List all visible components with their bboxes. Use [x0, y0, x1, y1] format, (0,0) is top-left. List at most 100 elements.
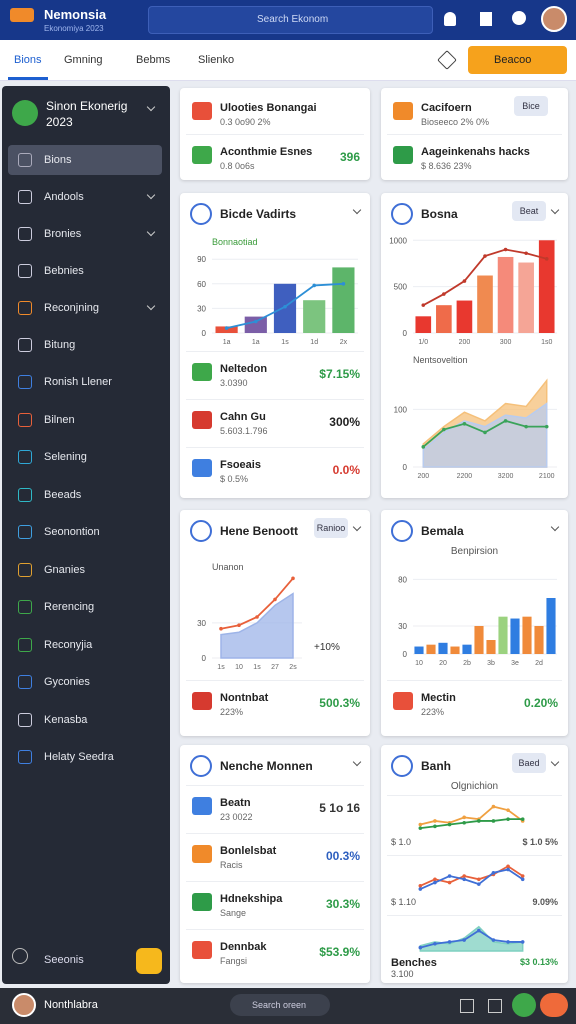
apps[interactable] — [480, 12, 492, 26]
nav-label[interactable]: Helaty Seedra — [44, 751, 114, 763]
tab[interactable]: Bebms — [136, 54, 171, 66]
point — [506, 867, 510, 872]
row-label: Aconthmie Esnes — [220, 146, 313, 158]
row-label: Dennbak — [220, 941, 267, 953]
tab[interactable]: Bions — [14, 54, 42, 66]
point — [477, 819, 481, 823]
tab[interactable]: Slienko — [198, 54, 235, 66]
icon[interactable] — [460, 999, 474, 1013]
row-value: 5 1o 16 — [319, 801, 360, 815]
y-tick-label: 30 — [197, 619, 206, 628]
y-tick-label: 80 — [398, 575, 407, 584]
y-tick-label: 1000 — [389, 236, 407, 245]
avatar[interactable] — [541, 6, 567, 32]
bar — [497, 256, 514, 333]
x-tick-label: 1s — [253, 664, 261, 671]
row-label: Mectin — [421, 692, 456, 704]
bar — [438, 642, 448, 654]
row-icon — [192, 411, 212, 429]
x-tick-label: 1/0 — [418, 339, 428, 346]
divider — [186, 399, 364, 400]
row-value: 396 — [339, 150, 360, 164]
point — [421, 303, 426, 307]
nav-label[interactable]: Rerencing — [44, 601, 95, 613]
notifications[interactable] — [512, 11, 526, 25]
nav-label[interactable]: Andools — [44, 191, 84, 203]
bar — [244, 316, 267, 333]
x-tick-label: 200 — [459, 339, 471, 346]
chevron — [146, 227, 156, 237]
nav-label[interactable]: Bitung — [44, 339, 76, 351]
chart: 0 30 80 10 20 2b 3b 3e 2d — [398, 575, 557, 667]
x-tick-label: 1a — [252, 339, 260, 346]
nav-label[interactable]: Bebnies — [44, 265, 84, 277]
point — [442, 292, 446, 296]
card: Ulooties Bonangai 0.3 0o90 2% Aconthmie Es… — [180, 88, 370, 180]
row-value: 30.3% — [325, 897, 360, 911]
row-icon — [393, 692, 413, 710]
chart: 0 500 1000 1/0 200 300 1s0 — [389, 236, 557, 346]
x-tick-label: 1d — [310, 339, 318, 346]
x-tick-label: 10 — [235, 664, 243, 671]
nav-label[interactable]: Kenasba — [44, 713, 88, 726]
nav-item — [18, 600, 32, 614]
chart — [418, 804, 525, 830]
x-tick-label: 2200 — [457, 473, 473, 480]
badge[interactable]: Baed — [512, 753, 546, 773]
area — [220, 592, 294, 659]
search[interactable]: Search Ekonom — [148, 6, 433, 34]
badge[interactable]: Beat — [512, 201, 546, 221]
point — [477, 877, 481, 882]
row-icon — [192, 692, 212, 710]
bar — [462, 644, 472, 654]
x-tick-label: 2b — [463, 660, 471, 667]
badge[interactable]: Bice — [514, 96, 548, 116]
icon[interactable] — [488, 999, 502, 1013]
x-tick-label: 1a — [223, 339, 231, 346]
row-icon — [192, 146, 212, 164]
nav-label[interactable]: Reconyjia — [44, 638, 93, 651]
point — [524, 424, 528, 429]
nav-item — [18, 301, 32, 315]
nav-label[interactable]: Beeads — [44, 488, 82, 501]
card-subtitle: Benpirsion — [450, 546, 499, 557]
logo: Nemonsia — [44, 7, 107, 22]
row-sub: Fangsi — [220, 956, 248, 966]
point — [462, 279, 467, 283]
row-label: Nontnbat — [220, 692, 269, 704]
nav-label[interactable]: Gnanies — [44, 563, 85, 576]
bell[interactable] — [444, 12, 456, 26]
nav-label[interactable]: Bions — [44, 154, 72, 166]
action-label: Beacoo — [494, 54, 532, 66]
chevron — [146, 301, 156, 311]
point — [224, 326, 229, 330]
nav-label[interactable]: Bilnen — [44, 413, 75, 426]
nav-label[interactable]: Selening — [44, 451, 87, 463]
star[interactable] — [437, 50, 457, 70]
point — [273, 597, 277, 602]
card-icon — [391, 520, 413, 542]
help-button[interactable] — [136, 948, 162, 974]
nav-label[interactable]: Bronies — [44, 228, 82, 240]
nav-label[interactable]: Gyconies — [44, 676, 90, 688]
action-button[interactable]: Beacoo — [468, 46, 567, 74]
point — [291, 576, 295, 581]
point — [219, 626, 223, 631]
nav-item — [18, 675, 32, 689]
divider — [186, 680, 364, 681]
y-tick-label: 90 — [197, 255, 206, 264]
icon[interactable] — [512, 993, 536, 1017]
point — [506, 808, 510, 812]
y-tick-label: 0 — [403, 650, 408, 659]
badge[interactable]: Ranioo — [314, 518, 348, 538]
sidebar-footer[interactable]: Seeonis — [44, 954, 84, 966]
nav-item — [18, 562, 32, 577]
chevron — [352, 522, 362, 532]
bottom-search[interactable]: Search oreen — [230, 994, 330, 1016]
nav-label[interactable]: Ronish Llener — [44, 376, 112, 388]
nav-label[interactable]: Reconjning — [44, 302, 100, 314]
icon[interactable] — [540, 993, 568, 1017]
nav-label[interactable]: Seonontion — [44, 526, 100, 538]
tab[interactable]: Gmning — [64, 54, 103, 66]
point — [418, 826, 423, 830]
